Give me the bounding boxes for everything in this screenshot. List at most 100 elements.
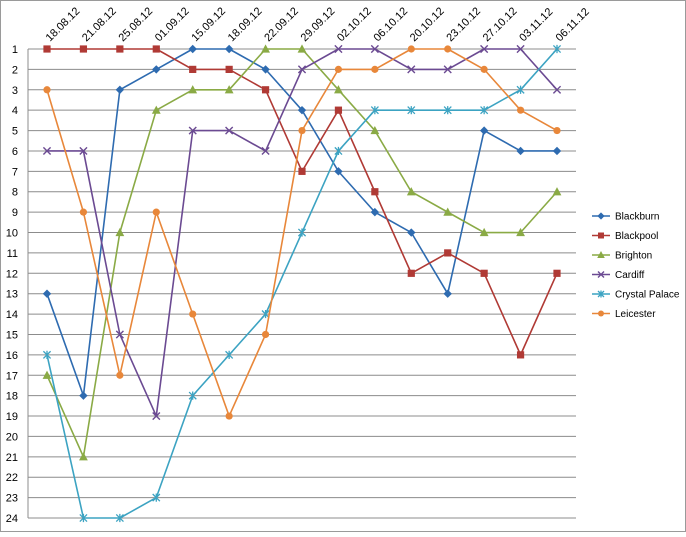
y-tick-label: 23: [6, 493, 18, 505]
y-tick-label: 7: [12, 166, 18, 178]
data-point: [443, 289, 452, 298]
series-leicester: [43, 45, 561, 420]
data-point: [443, 65, 452, 74]
data-point: [479, 227, 489, 237]
data-point: [79, 513, 88, 523]
data-point: [79, 208, 88, 216]
data-point: [261, 309, 270, 319]
series-brighton: [42, 44, 562, 461]
data-point: [152, 45, 160, 53]
data-point: [116, 371, 124, 379]
y-tick-label: 17: [6, 370, 18, 382]
legend-label: Leicester: [615, 309, 656, 320]
y-tick-label: 16: [6, 350, 18, 362]
data-point: [225, 350, 234, 359]
data-point: [480, 65, 488, 73]
data-point: [188, 126, 197, 135]
data-point: [189, 310, 197, 318]
y-tick-label: 1: [12, 44, 18, 56]
legend-item: Blackpool: [592, 231, 658, 242]
data-point: [406, 187, 416, 196]
y-tick-label: 14: [6, 309, 18, 321]
data-point: [225, 65, 233, 73]
data-point: [116, 45, 124, 53]
data-point: [115, 513, 124, 523]
data-point: [298, 167, 306, 175]
data-point: [516, 146, 525, 156]
data-point: [370, 207, 380, 217]
data-point: [79, 45, 88, 53]
y-tick-label: 5: [12, 126, 18, 138]
data-point: [79, 391, 88, 400]
data-point: [79, 146, 88, 156]
data-point: [370, 44, 379, 54]
data-point: [444, 45, 452, 53]
y-tick-label: 21: [6, 452, 18, 464]
data-point: [480, 269, 488, 277]
data-point: [407, 45, 415, 53]
data-point: [552, 85, 562, 94]
data-point: [334, 106, 343, 114]
data-point: [443, 207, 453, 216]
data-point: [188, 44, 197, 54]
data-point: [224, 44, 234, 54]
data-point: [115, 330, 124, 339]
y-tick-label: 13: [6, 289, 18, 301]
data-point: [42, 289, 52, 298]
data-point: [152, 493, 161, 502]
data-point: [553, 126, 561, 135]
data-point: [443, 106, 452, 115]
y-tick-label: 8: [12, 187, 18, 199]
data-point: [334, 65, 343, 73]
data-point: [152, 208, 160, 216]
data-point: [115, 227, 125, 237]
data-point: [597, 271, 605, 278]
data-point: [516, 85, 525, 94]
data-point: [598, 310, 604, 317]
data-point: [371, 65, 379, 73]
y-tick-label: 4: [12, 105, 18, 117]
data-point: [516, 351, 525, 359]
data-point: [261, 65, 270, 74]
series-group: [42, 44, 562, 523]
y-tick-label: 11: [7, 248, 18, 260]
data-point: [261, 330, 270, 339]
series-crystal-palace: [42, 44, 562, 523]
y-tick-label: 22: [6, 472, 18, 484]
data-point: [42, 146, 52, 156]
data-point: [516, 227, 525, 237]
data-point: [480, 106, 489, 115]
data-point: [152, 411, 161, 421]
data-point: [298, 126, 306, 135]
y-tick-label: 20: [6, 431, 18, 443]
data-point: [480, 44, 489, 54]
data-point: [79, 452, 88, 461]
legend-item: Blackburn: [592, 212, 659, 223]
data-point: [152, 65, 161, 74]
data-point: [43, 86, 51, 94]
data-point: [297, 44, 307, 53]
data-point: [516, 44, 525, 54]
data-point: [334, 44, 343, 54]
y-tick-label: 18: [6, 391, 18, 403]
data-point: [407, 228, 416, 237]
data-point: [188, 85, 198, 94]
data-point: [43, 45, 51, 53]
y-tick-label: 9: [12, 207, 18, 219]
data-point: [407, 65, 416, 74]
y-tick-label: 3: [12, 85, 18, 97]
legend-item: Cardiff: [592, 270, 644, 281]
data-point: [189, 65, 197, 73]
y-tick-label: 15: [6, 329, 18, 341]
data-point: [151, 105, 161, 114]
data-point: [297, 65, 307, 74]
data-point: [188, 391, 197, 400]
y-tick-label: 24: [6, 513, 18, 525]
legend: Blackburn Blackpool Brighton Cardiff Crystal…: [592, 212, 680, 320]
y-tick-label: 10: [6, 228, 18, 240]
y-tick-label: 12: [6, 268, 18, 280]
